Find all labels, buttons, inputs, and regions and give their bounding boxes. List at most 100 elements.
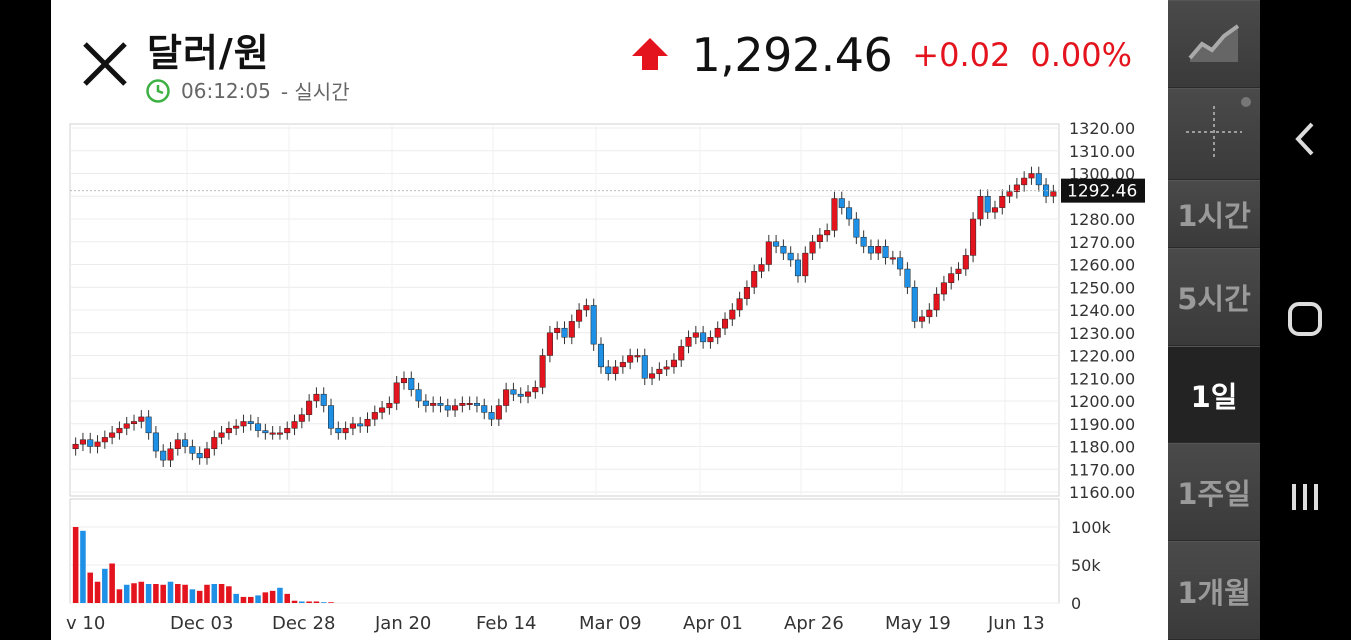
volume-tick-label: 100k xyxy=(1071,518,1112,537)
back-icon[interactable] xyxy=(1280,114,1330,164)
price-change-percent: 0.00% xyxy=(1030,36,1132,74)
volume-bar xyxy=(233,593,239,603)
candle xyxy=(371,412,378,420)
candle xyxy=(211,437,218,450)
volume-bar xyxy=(175,584,181,603)
volume-bar xyxy=(138,581,145,603)
candle xyxy=(780,246,787,254)
candle xyxy=(466,403,473,406)
candle xyxy=(911,287,918,322)
x-tick-label: Apr 26 xyxy=(784,613,844,634)
candle xyxy=(247,421,254,425)
current-price-label: 1292.46 xyxy=(1067,182,1137,202)
candle xyxy=(809,241,816,254)
candle xyxy=(452,405,459,411)
candle xyxy=(422,400,429,406)
line-chart-button[interactable] xyxy=(1168,0,1260,88)
candle xyxy=(481,405,488,413)
candle xyxy=(87,439,94,447)
candle xyxy=(262,430,269,434)
x-tick-label: Jan 20 xyxy=(374,613,431,634)
volume-bar xyxy=(72,527,79,603)
price-chart[interactable]: 1320.001310.001300.001290.001280.001270.… xyxy=(51,0,1168,640)
interval-1m-button[interactable]: 1개월 xyxy=(1168,541,1260,640)
candle xyxy=(853,218,860,238)
candle xyxy=(649,373,656,379)
x-tick-label: Dec 28 xyxy=(272,613,335,634)
y-tick-label: 1320.00 xyxy=(1069,119,1135,138)
candle xyxy=(948,273,955,283)
candle xyxy=(430,403,437,406)
candle xyxy=(802,252,809,277)
volume-bar xyxy=(204,584,210,603)
candle xyxy=(714,327,721,338)
x-tick-label: Feb 14 xyxy=(476,613,537,634)
candle xyxy=(794,259,802,277)
candle xyxy=(670,359,677,368)
volume-bar xyxy=(269,590,276,603)
candle xyxy=(576,309,583,322)
candle xyxy=(663,366,670,370)
y-tick-label: 1260.00 xyxy=(1069,256,1135,275)
candle xyxy=(138,416,145,422)
main-panel: 달러/원 06:12:05 - 실시간 1,292.46 +0.02 0.00%… xyxy=(51,0,1168,640)
crosshair-button[interactable] xyxy=(1168,88,1260,180)
current-price: 1,292.46 xyxy=(691,28,893,82)
candle xyxy=(488,412,495,420)
candle xyxy=(400,378,408,384)
candle xyxy=(539,355,546,388)
interval-5h-button[interactable]: 5시간 xyxy=(1168,248,1260,346)
candle xyxy=(101,437,108,443)
volume-bar xyxy=(320,602,327,603)
candle xyxy=(991,207,999,213)
candle xyxy=(284,428,291,434)
volume-bar xyxy=(255,595,261,603)
interval-label: 1개월 xyxy=(1177,575,1251,610)
candle xyxy=(364,418,371,427)
candle xyxy=(327,405,335,429)
candle xyxy=(612,366,619,374)
volume-bar xyxy=(80,530,86,603)
candle xyxy=(349,423,356,429)
volume-bar xyxy=(109,563,115,603)
candle xyxy=(233,425,240,429)
volume-bar xyxy=(240,596,247,603)
candle xyxy=(116,428,123,434)
candle xyxy=(225,428,232,434)
candle xyxy=(94,441,101,447)
volume-bar xyxy=(160,584,166,603)
candle xyxy=(342,428,349,434)
volume-bar xyxy=(218,584,225,603)
x-tick-label: Jun 13 xyxy=(987,613,1045,634)
candle xyxy=(182,439,189,447)
volume-bar xyxy=(131,583,137,603)
candle xyxy=(882,246,889,258)
realtime-label: - 실시간 xyxy=(280,80,350,104)
interval-1h-button[interactable]: 1시간 xyxy=(1168,180,1260,248)
candle xyxy=(473,403,480,406)
update-time: 06:12:05 xyxy=(181,78,271,103)
candle xyxy=(875,246,882,254)
volume-bar xyxy=(94,581,101,603)
candle xyxy=(970,218,977,256)
candle xyxy=(838,198,845,208)
close-icon[interactable] xyxy=(81,40,129,88)
interval-1w-button[interactable]: 1주일 xyxy=(1168,443,1260,541)
x-tick-label: Dec 03 xyxy=(170,613,233,634)
home-icon[interactable] xyxy=(1280,294,1330,344)
volume-bar xyxy=(299,601,305,603)
candle xyxy=(444,405,451,411)
volume-tick-label: 50k xyxy=(1071,556,1101,575)
candle xyxy=(1028,173,1035,179)
candle xyxy=(415,389,422,402)
interval-1d-button[interactable]: 1일 xyxy=(1168,346,1260,443)
y-tick-label: 1170.00 xyxy=(1069,460,1135,479)
candle xyxy=(685,337,692,347)
candle xyxy=(1035,173,1042,186)
candle xyxy=(313,393,320,402)
candle xyxy=(634,355,641,358)
candle xyxy=(721,318,729,329)
volume-bar xyxy=(247,596,254,603)
candle xyxy=(999,196,1006,208)
recent-apps-icon[interactable] xyxy=(1280,472,1330,522)
